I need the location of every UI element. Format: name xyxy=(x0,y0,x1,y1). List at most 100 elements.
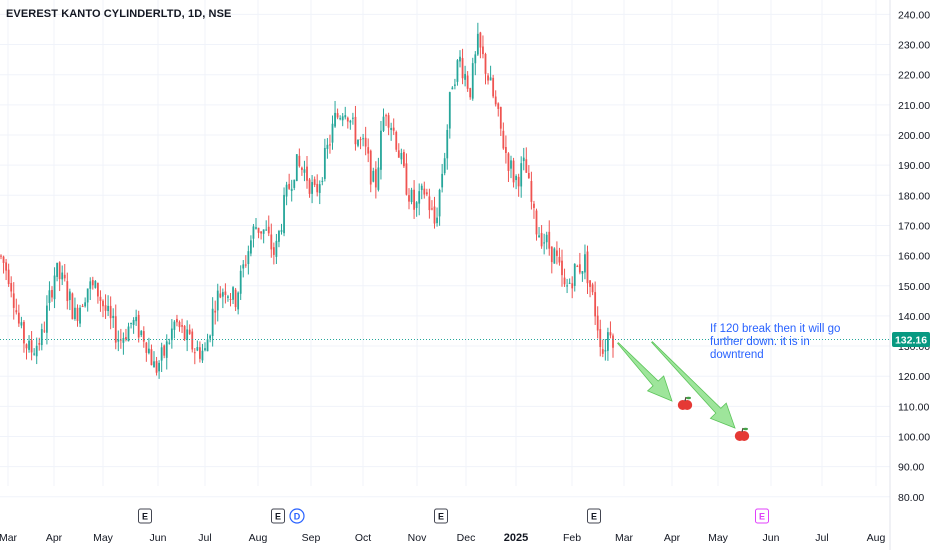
candle-body xyxy=(400,152,403,160)
candle-body xyxy=(464,73,466,80)
candle-body xyxy=(466,75,469,89)
earnings-marker-label: E xyxy=(275,512,281,522)
candle-body xyxy=(229,299,232,301)
candle-body xyxy=(321,180,324,182)
candle-body xyxy=(188,329,191,334)
candle-body xyxy=(589,280,591,287)
candle-body xyxy=(374,169,377,188)
candle-body xyxy=(168,342,171,344)
apple-leaf-icon xyxy=(743,427,748,431)
candle-body xyxy=(438,189,441,217)
candle-body xyxy=(267,226,270,234)
earnings-marker[interactable] xyxy=(138,508,152,524)
candle-body xyxy=(81,305,84,308)
earnings-marker[interactable] xyxy=(587,508,601,524)
candle-body xyxy=(71,293,74,320)
candle-body xyxy=(66,281,69,302)
candle-body xyxy=(28,340,30,350)
candle-body xyxy=(553,248,556,264)
candle-body xyxy=(420,185,423,191)
candle-body xyxy=(415,202,418,208)
candle-body xyxy=(211,308,214,337)
candle-body xyxy=(232,287,234,300)
chart-title: EVEREST KANTO CYLINDERLTD, 1D, NSE xyxy=(6,8,232,20)
candle-body xyxy=(349,120,352,123)
earnings-marker[interactable] xyxy=(755,508,769,524)
candle-body xyxy=(199,347,201,359)
candle-body xyxy=(474,54,477,64)
candle-body xyxy=(578,264,581,273)
candle-body xyxy=(525,159,528,173)
candle-body xyxy=(295,154,298,181)
candle-body xyxy=(581,271,584,274)
candle-body xyxy=(140,331,143,336)
earnings-marker[interactable] xyxy=(434,508,448,524)
candle-body xyxy=(142,331,145,342)
candle-body xyxy=(298,155,301,167)
candle-body xyxy=(334,112,336,127)
candle-body xyxy=(23,321,25,344)
candle-body xyxy=(512,160,515,183)
candle-body xyxy=(206,339,209,352)
candle-body xyxy=(20,322,23,326)
candle-body xyxy=(454,84,456,86)
y-tick-label: 100.00 xyxy=(898,432,930,444)
dividend-marker[interactable] xyxy=(289,508,305,524)
candle-body xyxy=(109,305,112,319)
last-price-badge xyxy=(892,332,930,348)
candle-body xyxy=(502,130,505,149)
candle-body xyxy=(395,131,398,150)
earnings-marker-label: E xyxy=(142,512,148,522)
candle-body xyxy=(352,117,354,119)
candle-body xyxy=(227,296,229,298)
candle-body xyxy=(418,191,421,204)
candle-body xyxy=(193,352,196,354)
candle-body xyxy=(176,318,178,323)
candle-body xyxy=(568,282,571,284)
candle-body xyxy=(209,335,211,339)
candle-body xyxy=(107,305,109,312)
x-tick-label: 2025 xyxy=(504,532,528,544)
candle-body xyxy=(382,116,385,131)
candle-body xyxy=(135,316,138,322)
candle-body xyxy=(428,196,431,211)
candle-body xyxy=(191,331,194,350)
candle-body xyxy=(571,283,574,289)
candle-body xyxy=(397,150,400,158)
candle-body xyxy=(390,127,393,130)
candle-body xyxy=(431,208,433,210)
candle-body xyxy=(170,328,173,341)
x-tick-label: Feb xyxy=(563,532,581,544)
candle-body xyxy=(372,170,375,182)
candle-body xyxy=(160,347,163,361)
earnings-marker[interactable] xyxy=(271,508,285,524)
candle-body xyxy=(221,292,224,297)
candle-body xyxy=(367,147,370,154)
candle-body xyxy=(278,231,280,242)
candle-body xyxy=(357,139,359,146)
candle-body xyxy=(74,307,76,319)
x-tick-label: Mar xyxy=(615,532,634,544)
candle-body xyxy=(68,291,71,301)
candle-body xyxy=(607,332,609,351)
candle-body xyxy=(520,163,523,187)
candle-body xyxy=(387,115,390,128)
candle-body xyxy=(7,269,10,285)
y-tick-label: 180.00 xyxy=(898,190,930,202)
y-tick-label: 200.00 xyxy=(898,130,930,142)
candle-body xyxy=(122,338,125,343)
candle-body xyxy=(326,144,329,149)
candle-body xyxy=(515,175,517,181)
candle-body xyxy=(58,262,61,280)
candle-body xyxy=(250,240,252,254)
apple-leaf-icon xyxy=(686,396,691,400)
candle-body xyxy=(104,305,107,311)
candle-body xyxy=(132,319,135,325)
candle-body xyxy=(56,262,58,277)
candle-body xyxy=(362,138,364,140)
candle-body xyxy=(377,167,380,190)
candle-body xyxy=(178,321,181,328)
candle-body xyxy=(224,291,227,295)
last-price-label: 132.16 xyxy=(895,335,927,347)
